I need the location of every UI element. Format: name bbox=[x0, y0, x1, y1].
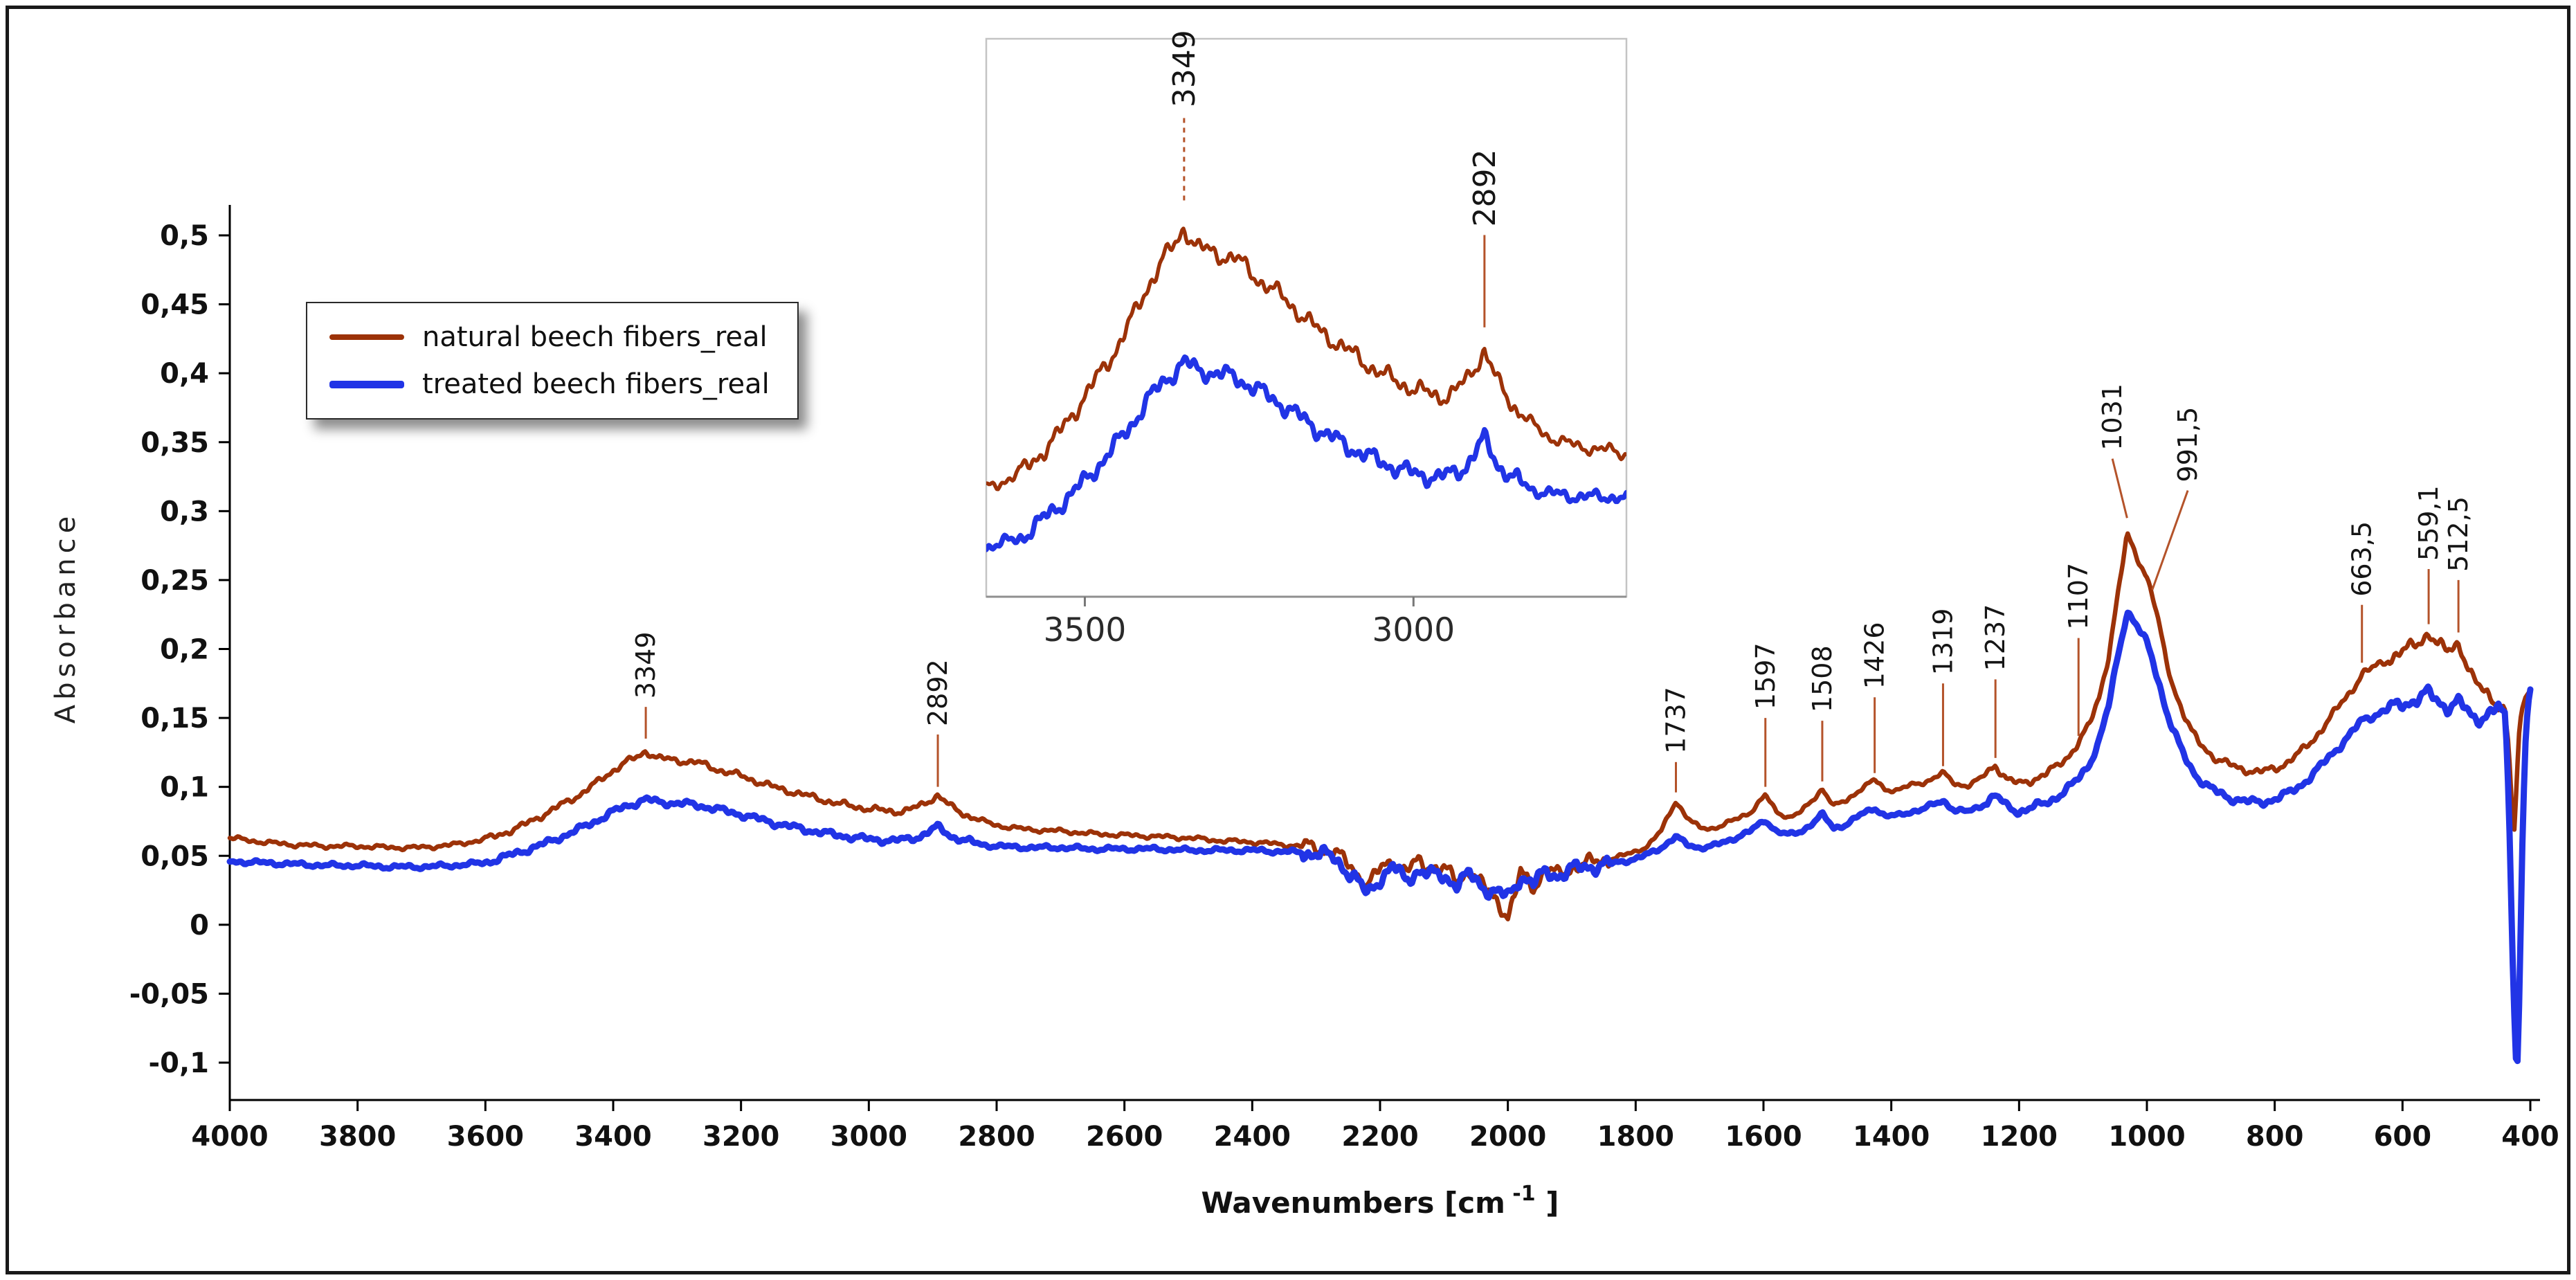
x-tick-label: 3000 bbox=[831, 1121, 907, 1153]
axes: 4000 3800 3600 3400 3200 3000 2800 2600 2400 2200… bbox=[129, 205, 2559, 1153]
x-tick-label: 2800 bbox=[958, 1121, 1035, 1153]
peak-label: 559,1 bbox=[2413, 485, 2444, 561]
legend: natural beech fibers_real treated beech … bbox=[306, 302, 799, 420]
natural-series-line bbox=[227, 531, 2533, 921]
x-tick-label: 1400 bbox=[1853, 1121, 1930, 1153]
x-tick-label: 3200 bbox=[702, 1121, 779, 1153]
x-tick-label: 1000 bbox=[2108, 1121, 2185, 1153]
inset-peak-label: 3349 bbox=[1167, 30, 1202, 107]
x-tick-label: 600 bbox=[2374, 1121, 2432, 1153]
y-tick-label: 0,45 bbox=[140, 289, 209, 321]
inset-chart: 3500 3000 3349 2892 bbox=[985, 30, 1628, 649]
x-tick-label: 3800 bbox=[319, 1121, 396, 1153]
peak-leader-line bbox=[2151, 489, 2189, 591]
peak-label: 991,5 bbox=[2173, 407, 2203, 483]
peak-label: 1597 bbox=[1750, 642, 1781, 710]
y-tick-label: 0,35 bbox=[140, 427, 209, 459]
inset-x-tick-label: 3000 bbox=[1372, 611, 1455, 649]
y-tick-label: 0,2 bbox=[160, 634, 209, 666]
x-tick-label: 2600 bbox=[1086, 1121, 1163, 1153]
x-tick-label: 2400 bbox=[1214, 1121, 1291, 1153]
x-tick-label: 3400 bbox=[574, 1121, 651, 1153]
inset-peak-label: 2892 bbox=[1467, 150, 1503, 227]
x-tick-label: 4000 bbox=[191, 1121, 268, 1153]
peak-label: 663,5 bbox=[2347, 521, 2377, 597]
y-tick-label: 0,15 bbox=[140, 703, 209, 734]
series-lines bbox=[226, 531, 2534, 1065]
natural-series-swatch bbox=[329, 334, 404, 340]
inset-series-lines bbox=[986, 226, 1626, 552]
peak-label: 1426 bbox=[1860, 622, 1890, 689]
legend-item-treated: treated beech fibers_real bbox=[329, 368, 770, 400]
x-tick-label: 1200 bbox=[1981, 1121, 2058, 1153]
inset-x-tick-label: 3500 bbox=[1044, 611, 1127, 649]
x-tick-label: 2200 bbox=[1341, 1121, 1418, 1153]
treated-series-label: treated beech fibers_real bbox=[422, 368, 770, 400]
x-axis-title: Wavenumbers [cm -1 ] bbox=[1201, 1182, 1559, 1220]
treated-series-swatch bbox=[329, 380, 404, 388]
legend-item-natural: natural beech fibers_real bbox=[329, 321, 770, 353]
inset-treated-line bbox=[986, 354, 1626, 552]
y-tick-label: 0,5 bbox=[160, 220, 209, 252]
x-tick-label: 800 bbox=[2246, 1121, 2304, 1153]
natural-series-label: natural beech fibers_real bbox=[422, 321, 768, 353]
x-tick-label: 2000 bbox=[1469, 1121, 1546, 1153]
peak-label: 1508 bbox=[1807, 645, 1838, 712]
y-axis-title: Absorbance bbox=[50, 512, 82, 723]
y-tick-label: 0,1 bbox=[160, 772, 209, 804]
y-tick-label: 0 bbox=[190, 910, 209, 941]
peak-label: 3349 bbox=[631, 631, 661, 698]
treated-series-line bbox=[226, 609, 2534, 1065]
peak-label: 1031 bbox=[2097, 384, 2128, 451]
x-tick-label: 1600 bbox=[1725, 1121, 1802, 1153]
x-tick-label: 3600 bbox=[447, 1121, 524, 1153]
y-tick-label: 0,05 bbox=[140, 840, 209, 872]
peak-label: 1107 bbox=[2063, 563, 2094, 630]
y-tick-label: -0,1 bbox=[149, 1047, 209, 1079]
peak-label: 512,5 bbox=[2443, 496, 2474, 572]
inset-natural-line bbox=[986, 226, 1626, 492]
y-tick-label: 0,4 bbox=[160, 358, 209, 390]
y-tick-label: 0,3 bbox=[160, 496, 209, 528]
x-tick-label: 400 bbox=[2501, 1121, 2559, 1153]
x-tick-label: 1800 bbox=[1597, 1121, 1674, 1153]
peak-label: 1319 bbox=[1928, 609, 1958, 676]
peak-label: 2892 bbox=[923, 659, 953, 726]
peak-label: 1737 bbox=[1661, 687, 1691, 754]
y-tick-label: -0,05 bbox=[129, 978, 209, 1010]
peak-annotations: 3349 2892 1737 1597 1508 1426 1319 1237 1107 1031… bbox=[631, 384, 2474, 793]
y-tick-label: 0,25 bbox=[140, 565, 209, 597]
peak-leader-line bbox=[2111, 458, 2128, 519]
peak-label: 1237 bbox=[1980, 604, 2011, 671]
